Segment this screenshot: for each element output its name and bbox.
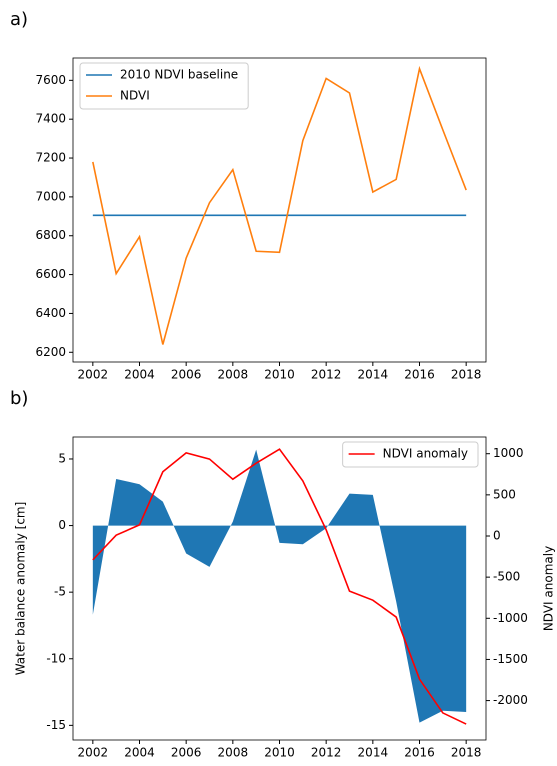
x-tick-label: 2004 (124, 368, 155, 382)
legend-label: NDVI anomaly (383, 447, 468, 461)
y-tick-label: 7600 (35, 73, 66, 87)
x-tick-label: 2014 (358, 368, 389, 382)
y-tick-label: -15 (46, 718, 66, 732)
x-tick-label: 2018 (451, 368, 482, 382)
x-tick-label: 2002 (78, 746, 109, 760)
x-tick-label: 2006 (171, 368, 202, 382)
y-tick-label: 7400 (35, 112, 66, 126)
y-tick-label: -5 (54, 585, 66, 599)
x-tick-label: 2014 (358, 746, 389, 760)
y-tick-label: 0 (58, 518, 66, 532)
x-tick-label: 2016 (404, 746, 435, 760)
area (92, 449, 467, 723)
y2-tick-label: -1500 (493, 652, 528, 666)
y-tick-label: 5 (58, 451, 66, 465)
x-tick-label: 2012 (311, 746, 342, 760)
y2-tick-label: -2000 (493, 693, 528, 707)
legend-box (79, 62, 249, 110)
y2-tick-label: 500 (493, 487, 516, 501)
x-tick-label: 2010 (264, 746, 295, 760)
y-tick-label: 7200 (35, 151, 66, 165)
y-tick-label: -10 (46, 651, 66, 665)
legend-label: NDVI (120, 89, 150, 103)
y-axis-label: Water balance anomaly [cm] (14, 502, 28, 676)
x-tick-label: 2002 (78, 368, 109, 382)
y-tick-label: 7000 (35, 189, 66, 203)
x-tick-label: 2004 (124, 746, 155, 760)
y-tick-label: 6400 (35, 306, 66, 320)
panel-label: b) (10, 388, 28, 409)
x-tick-label: 2016 (404, 368, 435, 382)
legend: 2010 NDVI baseline NDVI (79, 62, 249, 110)
y2-axis-label: NDVI anomaly (542, 546, 556, 631)
legend-box (342, 441, 479, 468)
y-tick-label: 6800 (35, 228, 66, 242)
y2-tick-label: 0 (493, 528, 501, 542)
y-tick-label: 6200 (35, 345, 66, 359)
x-tick-label: 2008 (218, 368, 249, 382)
x-tick-label: 2010 (264, 368, 295, 382)
x-tick-label: 2012 (311, 368, 342, 382)
legend: NDVI anomaly (342, 441, 479, 468)
line (92, 65, 467, 345)
x-tick-label: 2008 (218, 746, 249, 760)
y2-tick-label: -500 (493, 570, 520, 584)
x-tick-label: 2018 (451, 746, 482, 760)
y2-tick-label: 1000 (493, 446, 524, 460)
y-tick-label: 6600 (35, 267, 66, 281)
y2-tick-label: -1000 (493, 611, 528, 625)
panel-label: a) (10, 9, 28, 30)
x-tick-label: 2006 (171, 746, 202, 760)
line (92, 448, 467, 725)
legend-label: 2010 NDVI baseline (120, 68, 238, 82)
